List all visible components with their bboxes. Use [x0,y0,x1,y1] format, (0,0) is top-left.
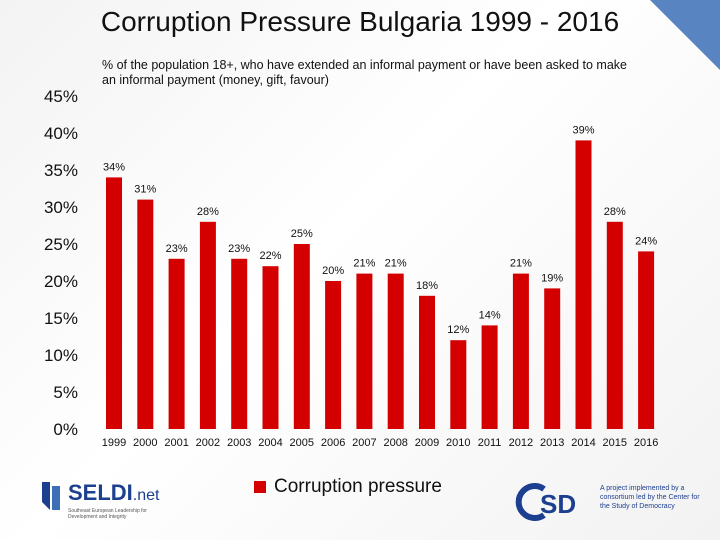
seldi-mark-icon [42,482,60,510]
data-label-2010: 12% [447,324,469,336]
y-tick-label: 10% [44,346,78,365]
bar-2012 [512,273,529,429]
bar-1999 [106,177,122,429]
x-tick-label: 2002 [196,437,220,449]
corner-decoration [650,0,720,70]
data-label-2007: 21% [353,258,375,270]
data-label-2013: 19% [541,272,563,284]
bar-2015 [606,221,623,429]
x-tick-label: 2010 [446,437,470,449]
x-tick-label: 2003 [227,437,251,449]
bar-2010 [450,340,467,429]
data-label-2011: 14% [479,309,501,321]
data-label-2002: 28% [197,206,219,218]
x-tick-label: 2013 [540,437,564,449]
bar-2000 [137,199,154,429]
y-tick-label: 0% [53,420,78,439]
seldi-suffix: .net [132,487,160,504]
bar-2009 [419,295,435,429]
x-tick-label: 2015 [603,437,627,449]
bar-2001 [168,258,185,429]
y-tick-label: 20% [44,272,78,291]
data-label-2008: 21% [385,258,407,270]
bar-2004 [262,266,279,429]
data-label-2015: 28% [604,206,626,218]
x-tick-label: 2006 [321,437,345,449]
y-tick-label: 30% [44,198,78,217]
bar-2014 [575,140,592,429]
x-tick-label: 2007 [352,437,376,449]
bar-2003 [231,258,248,429]
x-tick-label: 2012 [509,437,533,449]
bar-2002 [199,221,216,429]
bar-2016 [638,251,655,429]
x-tick-label: 2008 [383,437,407,449]
y-tick-label: 40% [44,124,78,143]
data-label-2006: 20% [322,265,344,277]
chart-subtitle: % of the population 18+, who have extend… [102,58,627,87]
seldi-name: SELDI.net [68,480,159,506]
bar-2011 [481,325,498,429]
data-label-2000: 31% [134,184,156,196]
data-label-2004: 22% [259,250,281,262]
x-tick-label: 2011 [478,437,502,449]
legend-swatch [254,481,266,493]
csd-caption: A project implemented by a consortium le… [600,485,700,510]
bar-2007 [356,273,373,429]
legend: Corruption pressure [254,476,442,498]
bar-2013 [544,288,561,429]
bar-2008 [387,273,404,429]
y-tick-label: 35% [44,161,78,180]
x-tick-label: 2004 [258,437,282,449]
x-tick-label: 2009 [415,437,439,449]
y-tick-label: 5% [53,383,78,402]
data-label-2012: 21% [510,258,532,270]
seldi-tagline: Southeast European Leadership for Develo… [68,508,147,520]
data-label-1999: 34% [103,161,125,173]
x-tick-label: 1999 [102,437,126,449]
x-tick-label: 2005 [290,437,314,449]
bar-2005 [293,244,310,429]
seldi-logo: SELDI.net Southeast European Leadership … [38,478,188,522]
y-tick-label: 15% [44,309,78,328]
svg-text:SD: SD [540,489,576,519]
x-tick-label: 2016 [634,437,658,449]
data-label-2001: 23% [166,243,188,255]
x-tick-label: 2001 [164,437,188,449]
bar-2006 [325,281,342,429]
data-label-2014: 39% [572,124,594,136]
legend-label: Corruption pressure [274,476,442,497]
data-label-2003: 23% [228,243,250,255]
seldi-name-text: SELDI [68,480,133,505]
data-label-2009: 18% [416,280,438,292]
data-label-2005: 25% [291,228,313,240]
y-tick-label: 25% [44,235,78,254]
chart-title: Corruption Pressure Bulgaria 1999 - 2016 [100,6,620,37]
csd-logo-icon: SD [515,483,576,521]
data-label-2016: 24% [635,235,657,247]
x-tick-label: 2000 [133,437,157,449]
x-tick-label: 2014 [571,437,595,449]
y-tick-label: 45% [44,87,78,106]
